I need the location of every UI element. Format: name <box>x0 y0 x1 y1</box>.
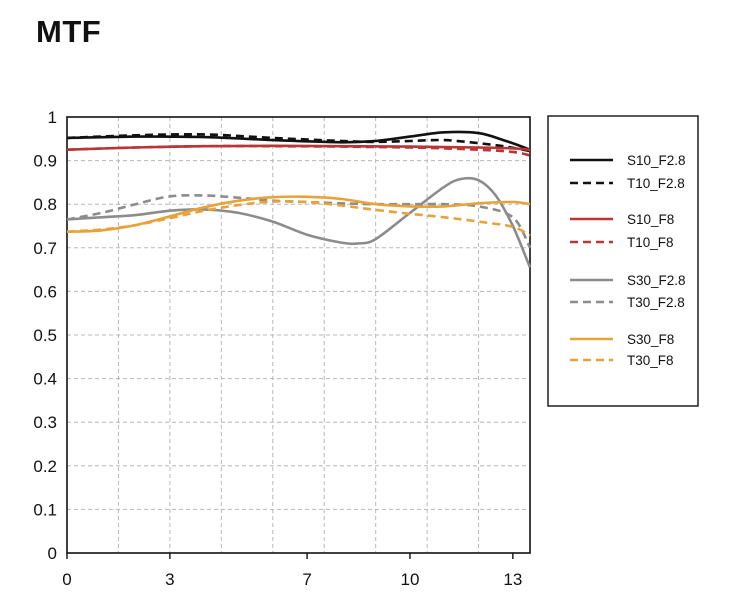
chart-title: MTF <box>36 14 102 49</box>
x-tick-label: 0 <box>62 570 71 589</box>
legend-label: T10_F2.8 <box>627 176 685 191</box>
y-tick-label: 0.8 <box>33 195 57 214</box>
y-tick-label: 1 <box>48 108 57 127</box>
legend-label: T30_F8 <box>627 353 674 368</box>
legend-label: T10_F8 <box>627 235 674 250</box>
y-tick-label: 0.7 <box>33 239 57 258</box>
y-tick-label: 0.6 <box>33 282 57 301</box>
series-line-s30-f2-8 <box>66 176 532 268</box>
legend-label: T30_F2.8 <box>627 295 685 310</box>
series-line-t10-f2-8 <box>66 132 531 153</box>
x-tick-label: 3 <box>165 570 174 589</box>
y-tick-label: 0.4 <box>33 370 57 389</box>
legend-label: S30_F2.8 <box>627 273 686 288</box>
legend-label: S10_F8 <box>627 212 674 227</box>
y-tick-label: 0.5 <box>33 326 57 345</box>
y-tick-label: 0 <box>48 544 57 563</box>
series-line-t30-f2-8 <box>66 194 532 249</box>
y-tick-label: 0.9 <box>33 152 57 171</box>
legend-label: S30_F8 <box>627 332 674 347</box>
legend-box <box>547 115 699 407</box>
x-tick-label: 7 <box>302 570 311 589</box>
x-tick-label: 13 <box>503 570 522 589</box>
y-tick-label: 0.2 <box>33 457 57 476</box>
y-tick-label: 0.1 <box>33 500 57 519</box>
series-line-t10-f8 <box>66 144 531 157</box>
series-line-t30-f8 <box>66 200 531 237</box>
x-tick-label: 10 <box>401 570 420 589</box>
plot-frame <box>66 116 531 554</box>
y-tick-label: 0.3 <box>33 413 57 432</box>
legend-label: S10_F2.8 <box>627 153 686 168</box>
